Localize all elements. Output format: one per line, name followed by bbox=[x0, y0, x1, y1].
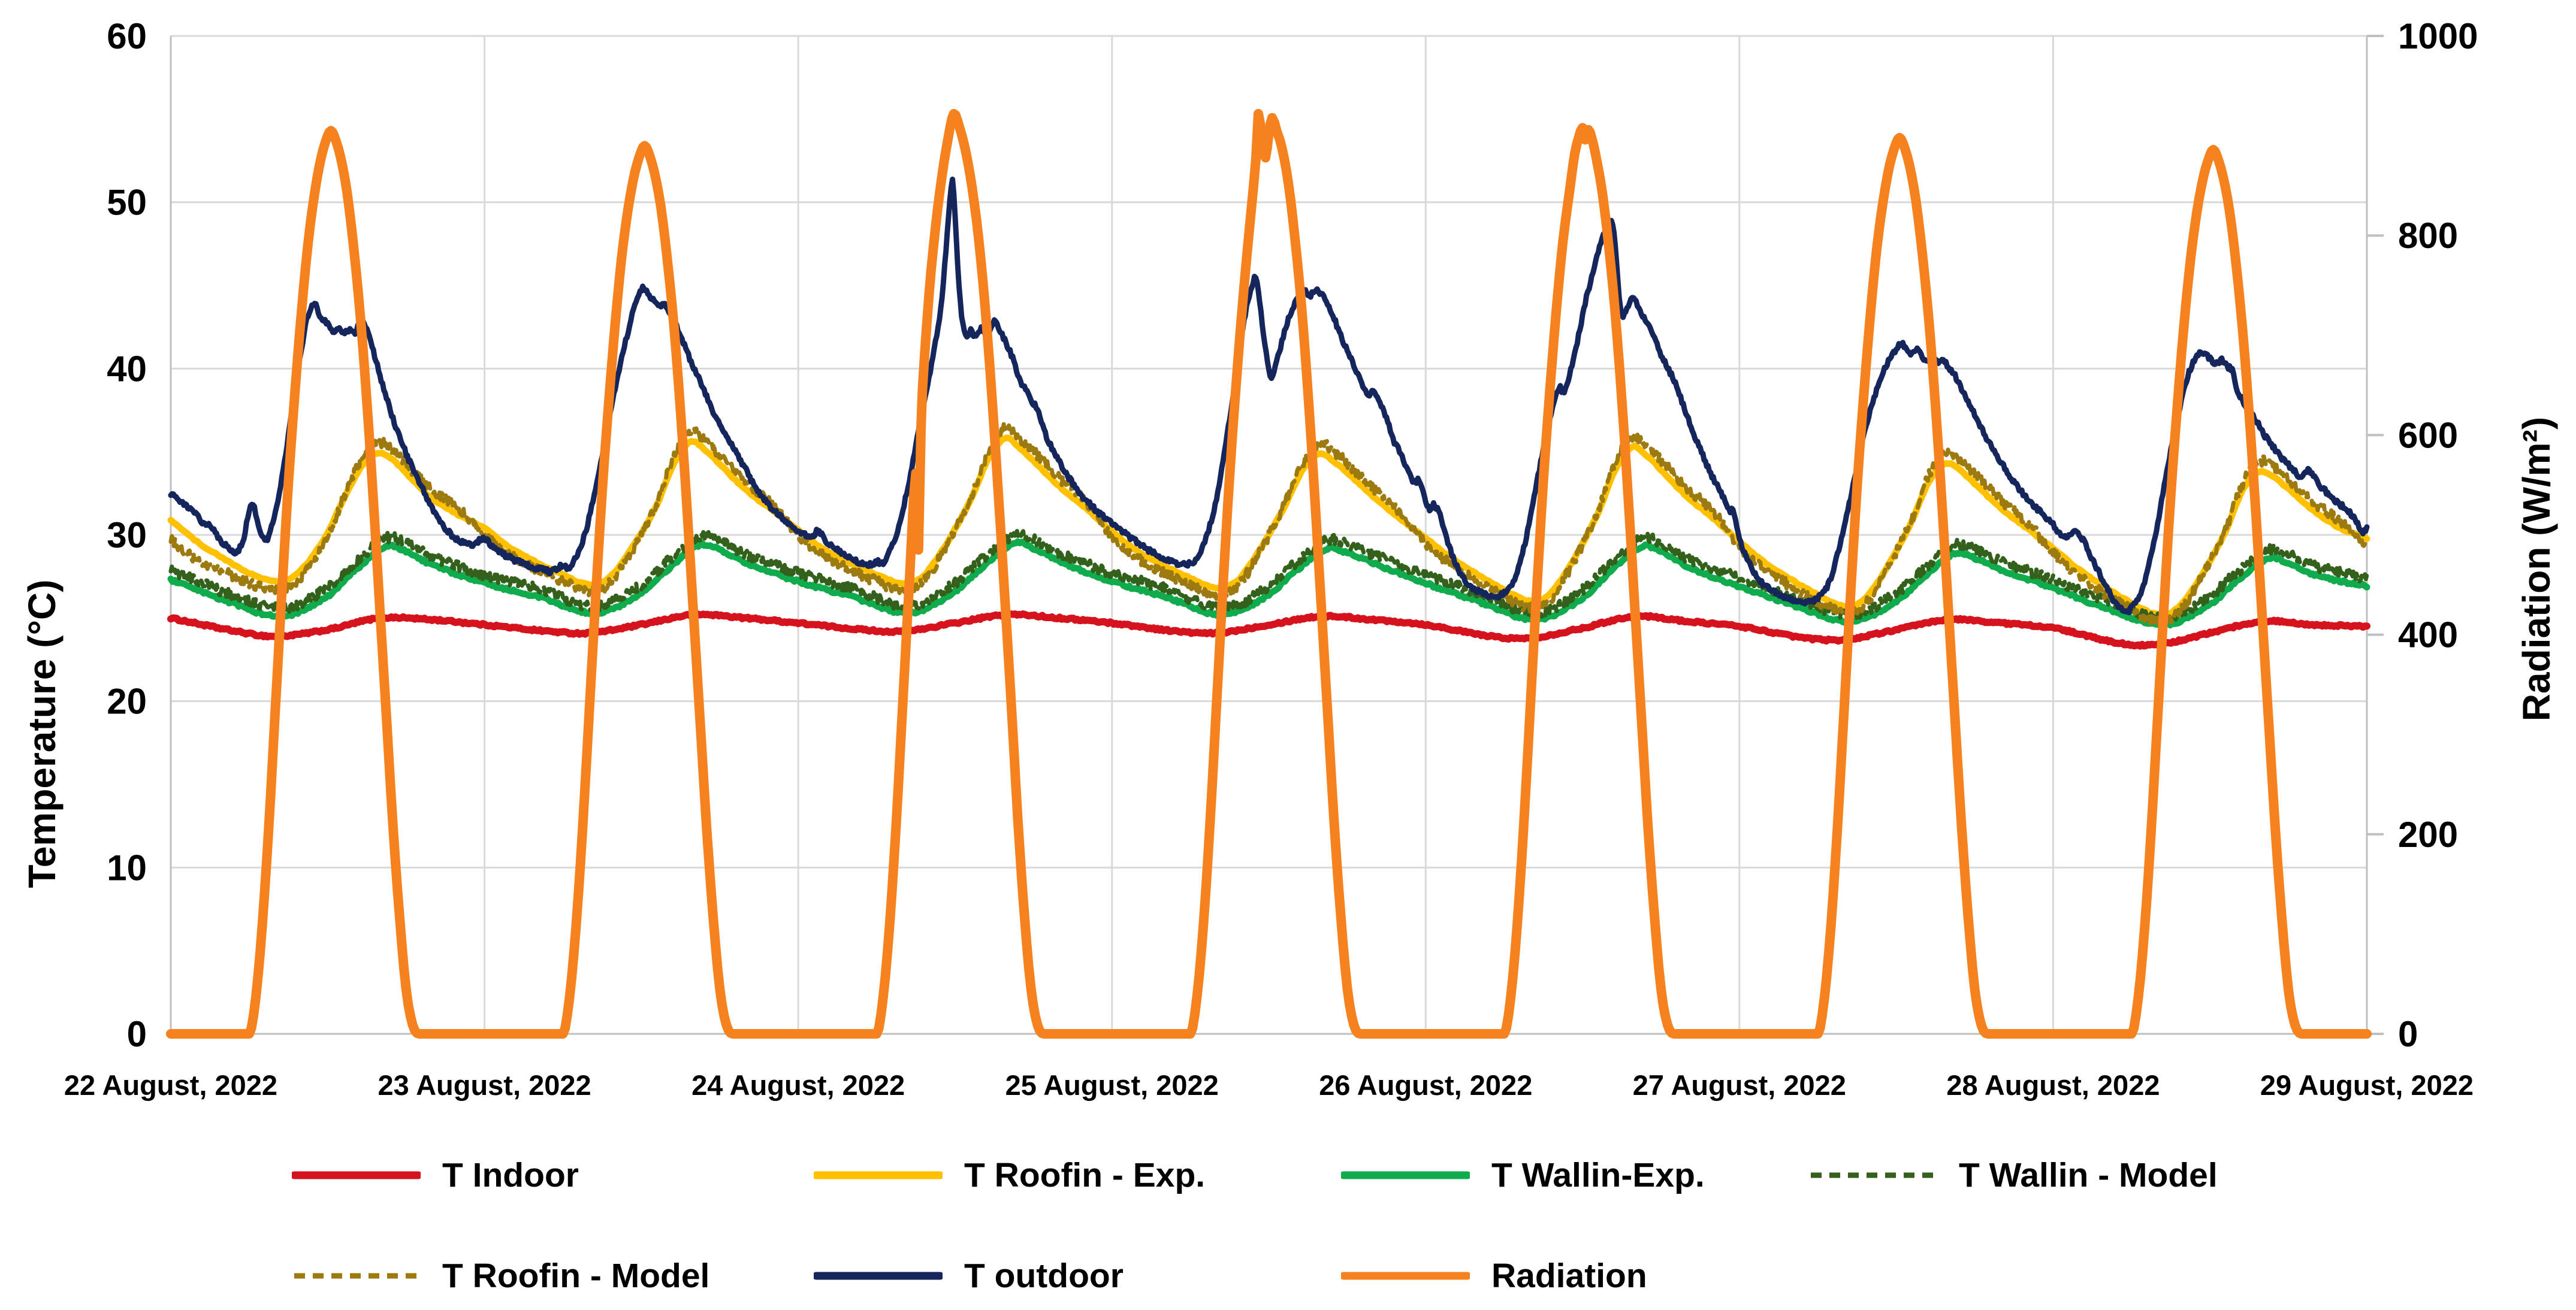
series-t-wallin-exp bbox=[167, 538, 2370, 630]
series-t-roofin-model bbox=[168, 422, 2369, 628]
legend-label: Radiation bbox=[1491, 1257, 1647, 1295]
legend-item-t-roofin-exp: T Roofin - Exp. bbox=[814, 1154, 1205, 1196]
legend-item-radiation: Radiation bbox=[1341, 1255, 1647, 1297]
legend-label: T Roofin - Model bbox=[442, 1257, 710, 1295]
y-left-tick-label: 10 bbox=[107, 848, 147, 888]
legend-item-t-wallin-model: T Wallin - Model bbox=[1808, 1154, 2218, 1196]
left-axis-title: Temperature (°C) bbox=[20, 579, 64, 888]
series-t-outdoor bbox=[168, 176, 2370, 616]
gridlines bbox=[170, 35, 2384, 1035]
legend-item-t-outdoor: T outdoor bbox=[814, 1255, 1124, 1297]
y-left-tick-label: 20 bbox=[107, 682, 147, 722]
legend-item-t-indoor: T Indoor bbox=[292, 1154, 579, 1196]
series-t-wallin-model bbox=[168, 529, 2369, 624]
y-right-tick-label: 600 bbox=[2398, 415, 2458, 455]
right-axis-title: Radiation (W/m²) bbox=[2515, 416, 2558, 722]
y-right-tick-label: 0 bbox=[2398, 1014, 2418, 1054]
legend-line-sample bbox=[814, 1171, 943, 1179]
x-tick-label: 28 August, 2022 bbox=[1946, 1069, 2160, 1101]
x-tick-label: 27 August, 2022 bbox=[1633, 1069, 1846, 1101]
series-radiation bbox=[166, 108, 2372, 1039]
legend-label: T Indoor bbox=[442, 1156, 579, 1194]
legend-line-sample bbox=[292, 1171, 421, 1179]
y-right-tick-label: 200 bbox=[2398, 815, 2458, 855]
y-left-tick-label: 40 bbox=[107, 349, 147, 389]
legend-label: T Wallin-Exp. bbox=[1491, 1156, 1705, 1194]
legend-line-sample bbox=[1341, 1171, 1470, 1179]
legend-line-sample bbox=[1811, 1172, 1935, 1178]
x-tick-label: 23 August, 2022 bbox=[378, 1069, 591, 1101]
series-t-indoor bbox=[167, 610, 2370, 650]
x-tick-label: 25 August, 2022 bbox=[1005, 1069, 1219, 1101]
y-right-tick-label: 400 bbox=[2398, 615, 2458, 655]
legend-label: T outdoor bbox=[964, 1257, 1124, 1295]
legend-label: T Roofin - Exp. bbox=[964, 1156, 1206, 1194]
y-left-tick-label: 30 bbox=[107, 515, 147, 555]
legend-line-sample bbox=[294, 1273, 418, 1279]
y-left-tick-label: 0 bbox=[127, 1014, 147, 1054]
legend-item-t-roofin-model: T Roofin - Model bbox=[292, 1255, 709, 1297]
y-left-tick-label: 60 bbox=[107, 16, 147, 56]
legend-label: T Wallin - Model bbox=[1959, 1156, 2218, 1194]
legend-item-t-wallin-exp: T Wallin-Exp. bbox=[1341, 1154, 1705, 1196]
y-right-tick-label: 800 bbox=[2398, 216, 2458, 256]
x-tick-label: 22 August, 2022 bbox=[64, 1069, 277, 1101]
x-tick-label: 26 August, 2022 bbox=[1319, 1069, 1532, 1101]
y-right-tick-label: 1000 bbox=[2398, 16, 2478, 56]
x-tick-label: 24 August, 2022 bbox=[691, 1069, 905, 1101]
y-left-tick-label: 50 bbox=[107, 183, 147, 223]
legend-line-sample bbox=[1341, 1272, 1470, 1280]
series-lines bbox=[166, 108, 2372, 1039]
legend-line-sample bbox=[814, 1272, 943, 1280]
x-tick-label: 29 August, 2022 bbox=[2260, 1069, 2474, 1101]
